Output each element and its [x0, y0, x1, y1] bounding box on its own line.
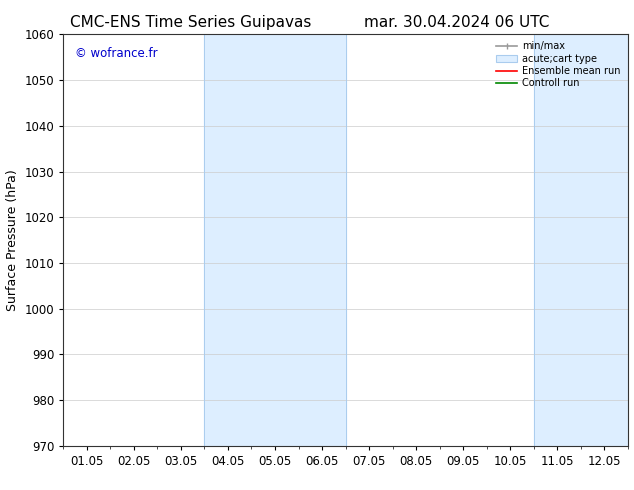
Legend: min/max, acute;cart type, Ensemble mean run, Controll run: min/max, acute;cart type, Ensemble mean …	[494, 39, 623, 90]
Bar	[534, 34, 628, 446]
Bar	[204, 34, 346, 446]
Y-axis label: Surface Pressure (hPa): Surface Pressure (hPa)	[6, 169, 19, 311]
Text: © wofrance.fr: © wofrance.fr	[75, 47, 157, 60]
Text: mar. 30.04.2024 06 UTC: mar. 30.04.2024 06 UTC	[364, 15, 549, 30]
Text: CMC-ENS Time Series Guipavas: CMC-ENS Time Series Guipavas	[70, 15, 311, 30]
